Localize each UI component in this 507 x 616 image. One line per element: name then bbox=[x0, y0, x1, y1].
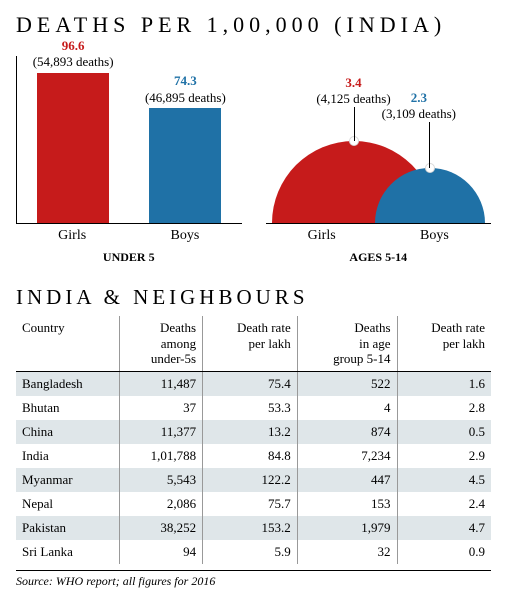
table-cell: 11,487 bbox=[120, 371, 203, 396]
bar-girls-value: 96.6 (54,893 deaths) bbox=[33, 38, 114, 71]
table-row: Bhutan3753.342.8 bbox=[16, 396, 491, 420]
table-cell: 75.7 bbox=[203, 492, 298, 516]
table-cell: 5,543 bbox=[120, 468, 203, 492]
table-cell: 522 bbox=[297, 371, 397, 396]
table-cell: 94 bbox=[120, 540, 203, 564]
semi-chart-caption: AGES 5-14 bbox=[349, 250, 407, 265]
table-cell: 4 bbox=[297, 396, 397, 420]
semi-area: 3.4 (4,125 deaths) 2.3 (3,109 deaths) bbox=[266, 56, 492, 224]
dot-boys bbox=[425, 163, 435, 173]
bar-axis-labels: Girls Boys bbox=[16, 224, 242, 248]
semi-boys-value: 2.3 (3,109 deaths) bbox=[382, 90, 456, 123]
table-cell: Sri Lanka bbox=[16, 540, 120, 564]
table-cell: 5.9 bbox=[203, 540, 298, 564]
bar-boys: 74.3 (46,895 deaths) bbox=[149, 108, 221, 223]
col-header: Country bbox=[16, 316, 120, 371]
table-cell: 153.2 bbox=[203, 516, 298, 540]
table-cell: 0.5 bbox=[397, 420, 491, 444]
col-header: Death rateper lakh bbox=[397, 316, 491, 371]
table-row: India1,01,78884.87,2342.9 bbox=[16, 444, 491, 468]
table-cell: 84.8 bbox=[203, 444, 298, 468]
table-cell: 32 bbox=[297, 540, 397, 564]
bar-label-girls: Girls bbox=[58, 228, 86, 244]
table-cell: 11,377 bbox=[120, 420, 203, 444]
table-cell: 1,979 bbox=[297, 516, 397, 540]
table-cell: 4.5 bbox=[397, 468, 491, 492]
table-row: Nepal2,08675.71532.4 bbox=[16, 492, 491, 516]
table-cell: 2,086 bbox=[120, 492, 203, 516]
leader-boys bbox=[429, 122, 430, 168]
table-cell: Myanmar bbox=[16, 468, 120, 492]
semi-axis-labels: Girls Boys bbox=[266, 224, 492, 248]
table-cell: 447 bbox=[297, 468, 397, 492]
table-cell: 1.6 bbox=[397, 371, 491, 396]
table-title: INDIA & NEIGHBOURS bbox=[16, 285, 491, 310]
bar-label-boys: Boys bbox=[171, 228, 200, 244]
table-cell: 122.2 bbox=[203, 468, 298, 492]
semi-label-girls: Girls bbox=[308, 228, 336, 244]
table-cell: 75.4 bbox=[203, 371, 298, 396]
table-cell: 0.9 bbox=[397, 540, 491, 564]
page-title: DEATHS PER 1,00,000 (INDIA) bbox=[16, 12, 491, 38]
table-cell: 53.3 bbox=[203, 396, 298, 420]
table-cell: Pakistan bbox=[16, 516, 120, 540]
table-cell: India bbox=[16, 444, 120, 468]
table-cell: 38,252 bbox=[120, 516, 203, 540]
leader-girls bbox=[354, 107, 355, 141]
semi-chart-ages514: 3.4 (4,125 deaths) 2.3 (3,109 deaths) Gi… bbox=[266, 48, 492, 265]
table-cell: 153 bbox=[297, 492, 397, 516]
bar-girls: 96.6 (54,893 deaths) bbox=[37, 73, 109, 223]
table-row: Myanmar5,543122.24474.5 bbox=[16, 468, 491, 492]
table-cell: 13.2 bbox=[203, 420, 298, 444]
col-header: Deathsamongunder-5s bbox=[120, 316, 203, 371]
table-cell: Nepal bbox=[16, 492, 120, 516]
table-cell: 37 bbox=[120, 396, 203, 420]
table-row: Pakistan38,252153.21,9794.7 bbox=[16, 516, 491, 540]
bar-chart-caption: UNDER 5 bbox=[103, 250, 155, 265]
table-cell: 4.7 bbox=[397, 516, 491, 540]
neighbours-table: CountryDeathsamongunder-5sDeath rateper … bbox=[16, 316, 491, 564]
table-cell: 7,234 bbox=[297, 444, 397, 468]
col-header: Death rateper lakh bbox=[203, 316, 298, 371]
table-cell: 874 bbox=[297, 420, 397, 444]
table-cell: Bhutan bbox=[16, 396, 120, 420]
table-row: Sri Lanka945.9320.9 bbox=[16, 540, 491, 564]
charts-row: 96.6 (54,893 deaths) 74.3 (46,895 deaths… bbox=[16, 48, 491, 265]
col-header: Deathsin agegroup 5-14 bbox=[297, 316, 397, 371]
table-cell: 2.9 bbox=[397, 444, 491, 468]
semi-girls-value: 3.4 (4,125 deaths) bbox=[316, 75, 390, 108]
table-row: China11,37713.28740.5 bbox=[16, 420, 491, 444]
table-cell: China bbox=[16, 420, 120, 444]
source-note: Source: WHO report; all figures for 2016 bbox=[16, 570, 491, 589]
table-row: Bangladesh11,48775.45221.6 bbox=[16, 371, 491, 396]
table-cell: Bangladesh bbox=[16, 371, 120, 396]
bar-area: 96.6 (54,893 deaths) 74.3 (46,895 deaths… bbox=[16, 56, 242, 224]
table-cell: 1,01,788 bbox=[120, 444, 203, 468]
table-cell: 2.8 bbox=[397, 396, 491, 420]
table-cell: 2.4 bbox=[397, 492, 491, 516]
bar-chart-under5: 96.6 (54,893 deaths) 74.3 (46,895 deaths… bbox=[16, 48, 242, 265]
bar-boys-value: 74.3 (46,895 deaths) bbox=[145, 73, 226, 106]
semi-label-boys: Boys bbox=[420, 228, 449, 244]
